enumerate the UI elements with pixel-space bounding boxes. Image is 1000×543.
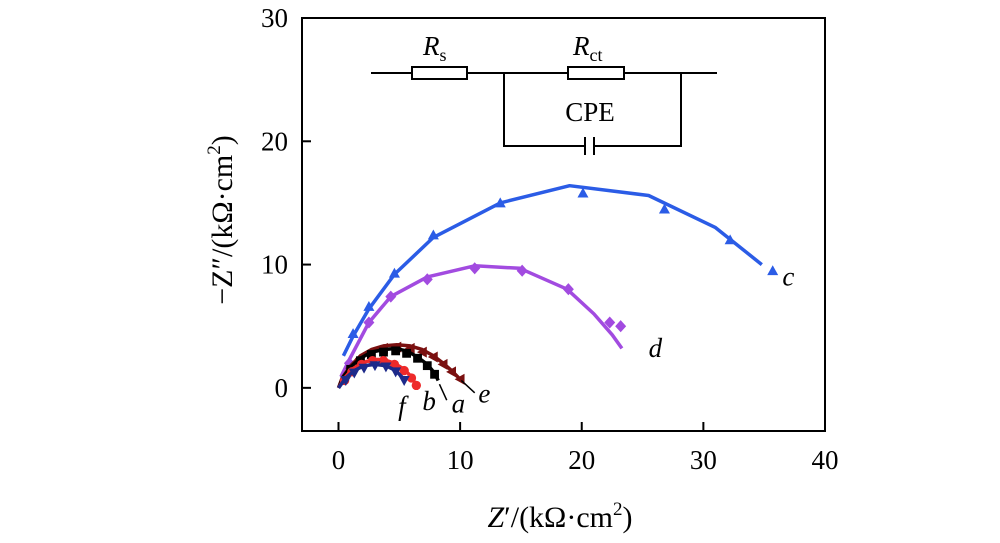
data-point [399, 365, 409, 376]
x-tick-label: 40 [812, 445, 839, 475]
y-axis-label-group: −Z″/(kΩ·cm2) [204, 135, 239, 305]
series-label-a: a [452, 389, 466, 419]
rct-label: Rct [572, 31, 603, 65]
data-point [369, 361, 381, 372]
fit-line-c [341, 183, 763, 357]
data-point [516, 264, 528, 277]
data-point [358, 363, 370, 374]
y-axis-label-prime: ″ [206, 257, 239, 270]
data-point [347, 328, 359, 339]
data-point [437, 358, 448, 370]
data-point [562, 283, 574, 296]
cpe-branch-right [594, 73, 682, 147]
x-axis-label-prime: ′ [504, 501, 511, 534]
cpe-branch [503, 73, 585, 147]
data-point [366, 350, 376, 359]
series-layer [336, 183, 779, 391]
data-point [363, 316, 375, 329]
y-axis-label-sup: 2 [204, 145, 225, 155]
x-axis-label-main: Z [487, 501, 504, 534]
data-point [427, 229, 439, 240]
y-tick-label: 10 [261, 250, 288, 280]
data-point [390, 367, 402, 378]
data-point [411, 380, 422, 391]
data-point [402, 348, 411, 358]
data-point [416, 346, 427, 358]
y-tick-label: 0 [275, 373, 289, 403]
y-axis-label-main: −Z [206, 270, 239, 305]
data-point [430, 369, 439, 379]
rs-label-sub: s [440, 45, 447, 65]
data-point [406, 373, 417, 383]
data-point [389, 359, 400, 370]
data-point [363, 300, 375, 311]
x-axis-label-unit: /(kΩ·cm [511, 501, 613, 534]
data-point [469, 262, 481, 275]
resistor-rs [411, 66, 468, 80]
data-point [494, 197, 506, 208]
y-axis-label: −Z″/(kΩ·cm2) [204, 135, 239, 305]
data-point [348, 368, 360, 379]
x-axis-ticks: 0 10 20 30 40 [332, 422, 839, 475]
x-tick-label: 0 [332, 445, 346, 475]
series-label-f: f [398, 391, 409, 421]
data-point [388, 267, 400, 278]
x-axis-label-close: ) [623, 501, 633, 534]
series-c [341, 183, 779, 357]
data-point [404, 342, 415, 354]
data-point [724, 234, 736, 245]
y-tick-label: 20 [261, 126, 288, 156]
x-axis-label: Z′/(kΩ·cm2) [487, 499, 632, 534]
data-point [421, 273, 433, 286]
data-point [422, 361, 432, 371]
data-point [427, 351, 438, 363]
rct-label-sub: ct [590, 45, 603, 65]
y-axis-label-unit: /(kΩ·cm [206, 155, 239, 257]
data-point [615, 320, 627, 333]
cpe-label: CPE [565, 97, 615, 127]
rs-label: Rs [422, 31, 447, 65]
data-point [380, 362, 392, 373]
y-axis-label-close: ) [206, 135, 239, 145]
series-label-c: c [782, 262, 794, 292]
data-point [767, 265, 779, 276]
data-point [340, 376, 352, 386]
data-point [398, 376, 410, 386]
data-point [391, 346, 401, 356]
y-axis-ticks: 0 10 20 30 [261, 3, 311, 403]
rct-label-main: R [572, 31, 590, 61]
x-axis-label-sup: 2 [613, 499, 623, 520]
rs-label-main: R [422, 31, 440, 61]
x-tick-label: 20 [568, 445, 595, 475]
series-label-e: e [478, 379, 490, 409]
series-f [337, 361, 410, 389]
series-label-d: d [649, 333, 663, 363]
equivalent-circuit-inset [371, 66, 717, 155]
data-point [446, 366, 457, 378]
data-point [604, 316, 616, 329]
data-point [658, 203, 670, 214]
series-label-b: b [422, 386, 436, 416]
data-point [379, 347, 388, 357]
y-tick-label: 30 [261, 3, 288, 33]
plot-frame [301, 17, 826, 432]
x-tick-label: 30 [690, 445, 717, 475]
data-point [413, 353, 422, 363]
label-leader [438, 383, 448, 401]
data-point [385, 290, 397, 303]
resistor-rct [567, 66, 625, 80]
label-leader [460, 379, 476, 394]
x-tick-label: 10 [447, 445, 474, 475]
data-point [577, 187, 589, 198]
